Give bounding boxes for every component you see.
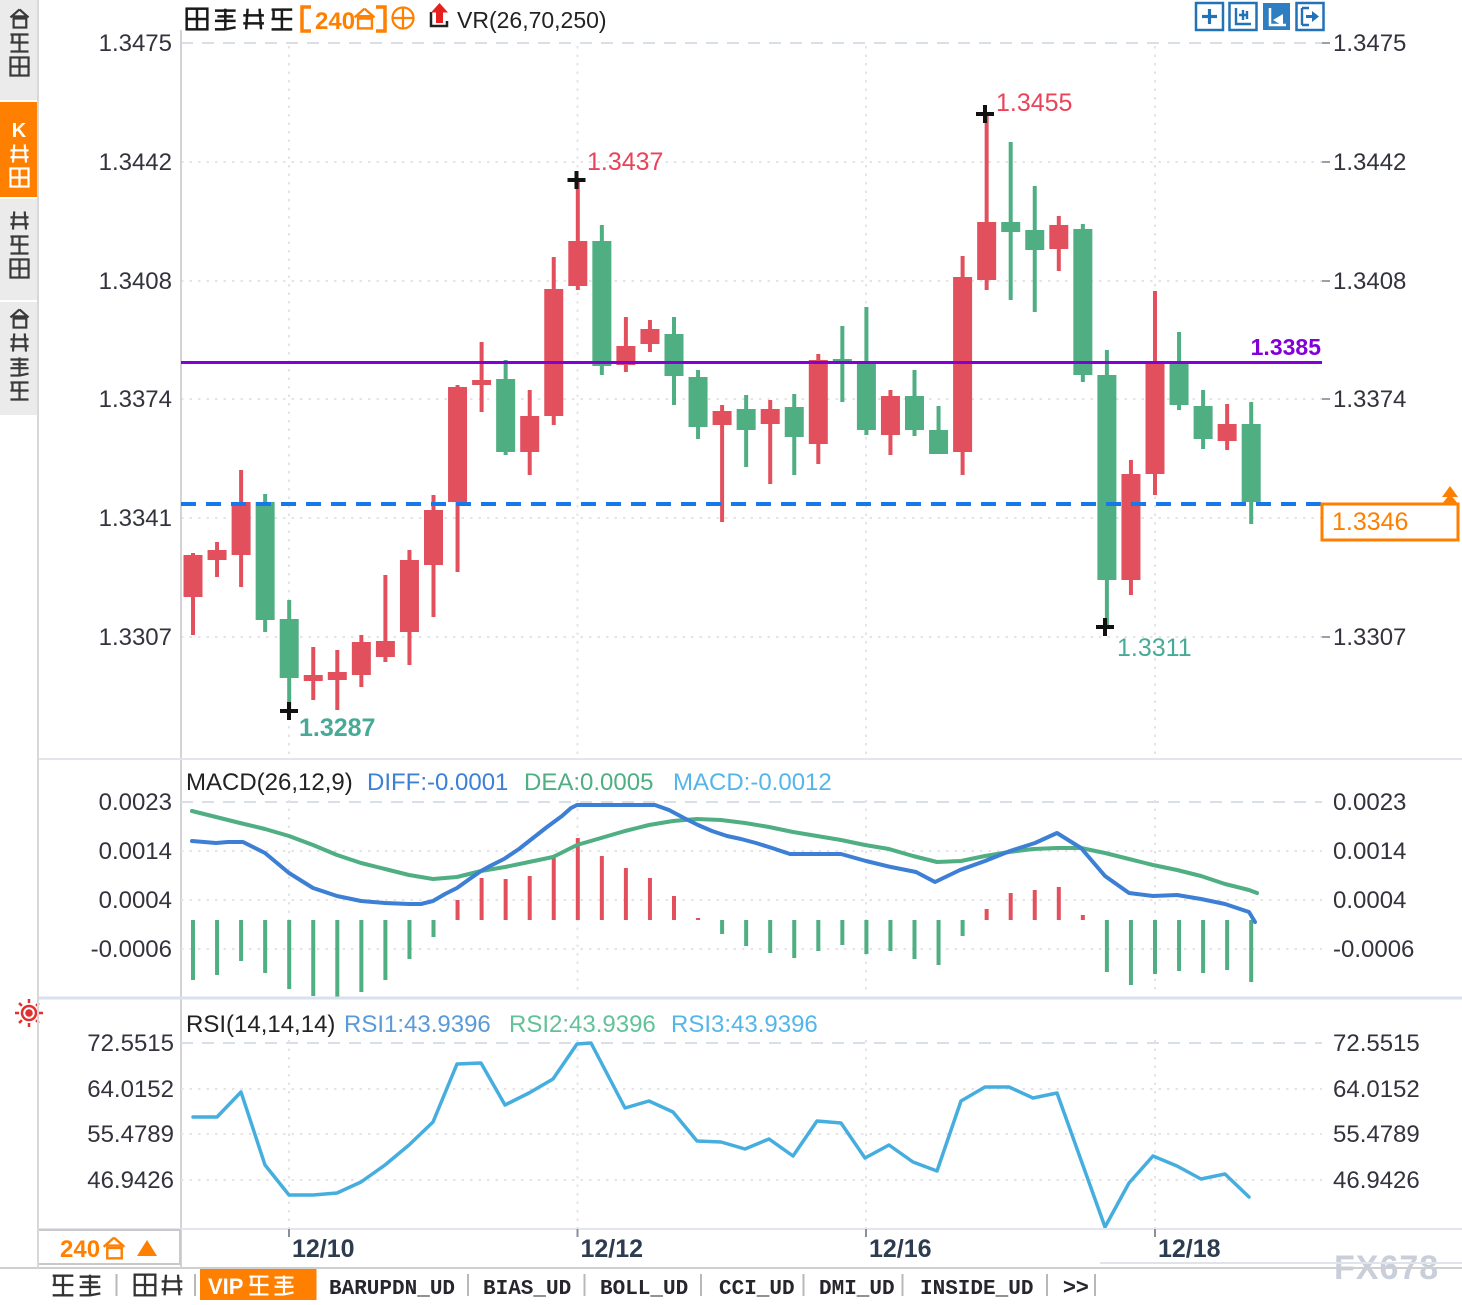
svg-text:1.3475: 1.3475 xyxy=(1333,30,1406,57)
svg-text:RSI2:43.9396: RSI2:43.9396 xyxy=(509,1011,656,1038)
svg-text:VIP: VIP xyxy=(208,1274,243,1299)
svg-text:RSI1:43.9396: RSI1:43.9396 xyxy=(344,1011,491,1038)
svg-text:-0.0006: -0.0006 xyxy=(91,936,172,963)
svg-text:12/18: 12/18 xyxy=(1158,1235,1221,1263)
svg-text:0.0023: 0.0023 xyxy=(1333,789,1406,816)
svg-text:1.3385: 1.3385 xyxy=(1251,334,1322,360)
svg-text:0.0014: 0.0014 xyxy=(1333,838,1406,865)
svg-text:0.0023: 0.0023 xyxy=(99,789,172,816)
svg-text:-0.0006: -0.0006 xyxy=(1333,936,1414,963)
svg-text:1.3374: 1.3374 xyxy=(99,386,172,413)
svg-text:1.3442: 1.3442 xyxy=(99,149,172,176)
svg-text:VR(26,70,250): VR(26,70,250) xyxy=(457,7,607,33)
svg-text:72.5515: 72.5515 xyxy=(87,1030,174,1057)
svg-text:240: 240 xyxy=(315,8,355,35)
svg-text:BOLL_UD: BOLL_UD xyxy=(600,1278,688,1300)
svg-text:1.3287: 1.3287 xyxy=(299,714,375,742)
svg-text:1.3341: 1.3341 xyxy=(99,505,172,532)
svg-text:BIAS_UD: BIAS_UD xyxy=(483,1278,571,1300)
svg-text:55.4789: 55.4789 xyxy=(87,1121,174,1148)
svg-text:DEA:0.0005: DEA:0.0005 xyxy=(524,769,653,796)
svg-text:RSI(14,14,14): RSI(14,14,14) xyxy=(186,1011,335,1038)
svg-text:1.3374: 1.3374 xyxy=(1333,386,1406,413)
svg-text:1.3311: 1.3311 xyxy=(1117,634,1192,662)
svg-text:K: K xyxy=(12,120,27,142)
svg-text:DIFF:-0.0001: DIFF:-0.0001 xyxy=(367,769,508,796)
svg-text:12/16: 12/16 xyxy=(869,1235,932,1263)
svg-text:1.3346: 1.3346 xyxy=(1332,508,1408,536)
svg-text:46.9426: 46.9426 xyxy=(87,1167,174,1194)
svg-text:0.0004: 0.0004 xyxy=(99,887,172,914)
svg-text:1.3307: 1.3307 xyxy=(1333,624,1406,651)
svg-text:INSIDE_UD: INSIDE_UD xyxy=(920,1278,1033,1300)
svg-text:64.0152: 64.0152 xyxy=(1333,1076,1420,1103)
svg-text:RSI3:43.9396: RSI3:43.9396 xyxy=(671,1011,818,1038)
svg-text:BARUPDN_UD: BARUPDN_UD xyxy=(329,1278,455,1300)
svg-text:1.3455: 1.3455 xyxy=(996,89,1072,117)
svg-text:1.3437: 1.3437 xyxy=(587,148,663,176)
svg-text:1.3307: 1.3307 xyxy=(99,624,172,651)
svg-text:0.0014: 0.0014 xyxy=(99,838,172,865)
svg-text:1.3408: 1.3408 xyxy=(99,268,172,295)
svg-text:12/10: 12/10 xyxy=(292,1235,355,1263)
svg-text:72.5515: 72.5515 xyxy=(1333,1030,1420,1057)
svg-text:1.3442: 1.3442 xyxy=(1333,149,1406,176)
svg-text:55.4789: 55.4789 xyxy=(1333,1121,1420,1148)
svg-text:1.3408: 1.3408 xyxy=(1333,268,1406,295)
svg-text:MACD(26,12,9): MACD(26,12,9) xyxy=(186,769,353,796)
svg-text:>>: >> xyxy=(1063,1274,1089,1299)
svg-text:1.3475: 1.3475 xyxy=(99,30,172,57)
svg-text:DMI_UD: DMI_UD xyxy=(819,1278,895,1300)
svg-text:12/12: 12/12 xyxy=(581,1235,644,1263)
svg-text:46.9426: 46.9426 xyxy=(1333,1167,1420,1194)
svg-text:MACD:-0.0012: MACD:-0.0012 xyxy=(673,769,832,796)
svg-text:0.0004: 0.0004 xyxy=(1333,887,1406,914)
svg-text:240: 240 xyxy=(60,1236,100,1263)
svg-text:64.0152: 64.0152 xyxy=(87,1076,174,1103)
svg-text:CCI_UD: CCI_UD xyxy=(719,1278,795,1300)
